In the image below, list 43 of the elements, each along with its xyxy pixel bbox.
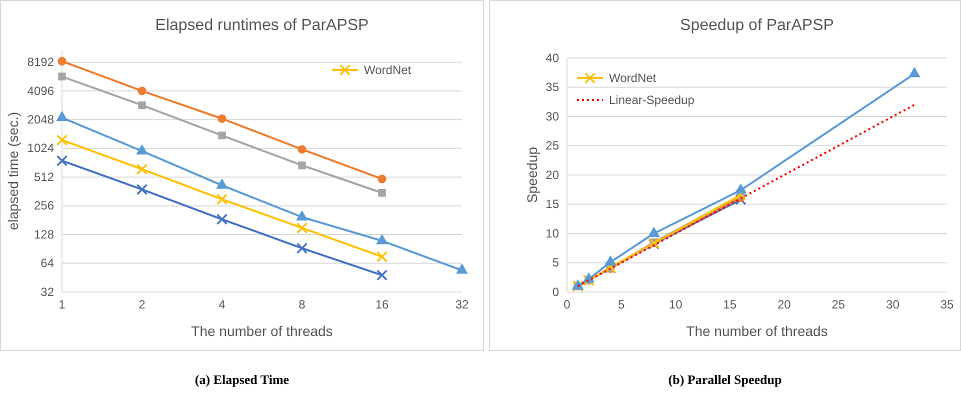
x-tick-label: 8 <box>298 298 306 312</box>
x-tick-label: 25 <box>832 298 846 312</box>
x-axis-title: The number of threads <box>191 323 333 339</box>
x-tick-label: 15 <box>723 298 737 312</box>
legend-label: Linear-Speedup <box>609 93 695 107</box>
chart-title: Speedup of ParAPSP <box>680 17 834 34</box>
y-tick-label: 256 <box>34 198 54 213</box>
y-tick-label: 35 <box>546 80 560 94</box>
y-tick-label: 64 <box>40 256 54 270</box>
x-tick-label: 1 <box>58 298 66 312</box>
y-tick-label: 25 <box>546 138 560 153</box>
x-tick-label: 16 <box>375 298 389 312</box>
x-tick-label: 4 <box>218 298 226 312</box>
x-axis-title: The number of threads <box>686 323 828 339</box>
y-tick-label: 128 <box>34 227 54 242</box>
x-tick-label: 30 <box>886 298 900 312</box>
y-tick-label: 20 <box>546 168 560 182</box>
y-tick-label: 15 <box>546 197 560 212</box>
y-tick-label: 512 <box>34 170 54 184</box>
y-tick-label: 10 <box>546 226 560 240</box>
x-tick-label: 35 <box>940 298 954 312</box>
x-tick-label: 5 <box>618 298 625 312</box>
x-tick-label: 0 <box>564 298 571 312</box>
y-axis-title: elapsed time (sec.) <box>5 112 21 230</box>
text: (b) Parallel Speedup <box>668 372 782 387</box>
legend-label: WordNet <box>364 63 412 77</box>
y-tick-label: 32 <box>40 284 54 299</box>
y-tick-label: 0 <box>552 284 560 299</box>
x-tick-label: 10 <box>668 298 683 312</box>
x-tick-label: 32 <box>455 298 469 312</box>
y-tick-label: 30 <box>546 109 560 124</box>
y-tick-label: 4096 <box>27 84 54 98</box>
legend-label: WordNet <box>609 71 657 85</box>
chart-title: Elapsed runtimes of ParAPSP <box>155 17 369 34</box>
y-tick-label: 5 <box>552 256 560 270</box>
y-tick-label: 40 <box>546 50 560 65</box>
x-tick-label: 20 <box>777 298 792 312</box>
y-tick-label: 8192 <box>27 55 54 70</box>
y-tick-label: 2048 <box>27 112 54 126</box>
y-axis-title: Speedup <box>524 146 540 204</box>
y-tick-label: 1024 <box>27 141 54 156</box>
text: (a) Elapsed Time <box>194 372 290 387</box>
x-tick-label: 2 <box>138 298 146 312</box>
